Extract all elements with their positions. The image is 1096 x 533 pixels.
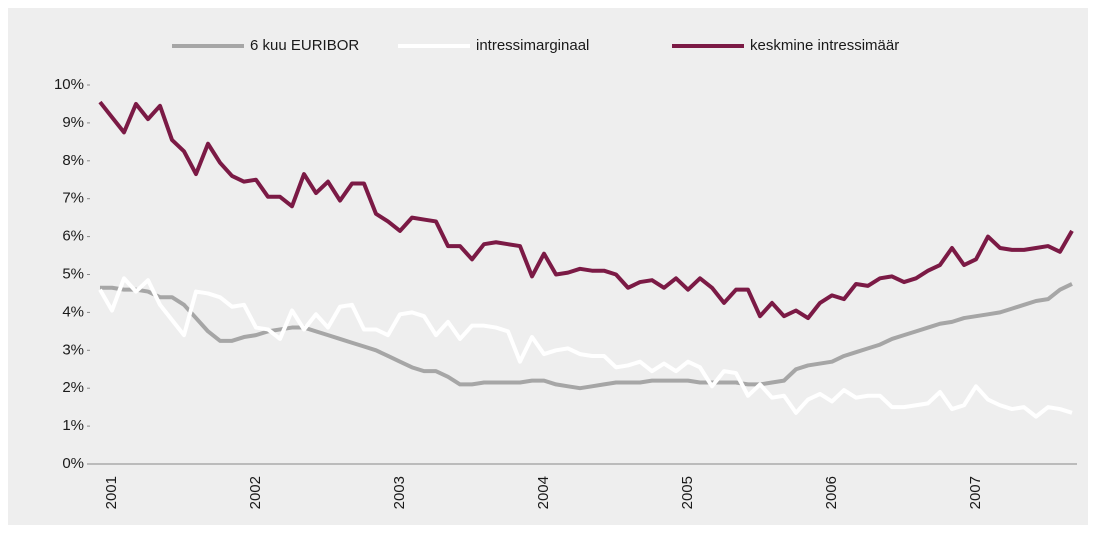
- y-tick-label: 2%: [62, 379, 84, 396]
- y-tick-label: 6%: [62, 228, 84, 245]
- x-tick-label: 2003: [391, 476, 408, 509]
- x-tick-label: 2004: [535, 476, 552, 509]
- y-tick-label: 7%: [62, 190, 84, 207]
- y-tick-label: 5%: [62, 265, 84, 282]
- chart-background: [8, 8, 1088, 525]
- y-tick-label: 9%: [62, 114, 84, 131]
- series-line: [98, 100, 1074, 321]
- y-tick-label: 8%: [62, 152, 84, 169]
- y-tick-label: 10%: [54, 76, 84, 93]
- x-tick-label: 2001: [103, 476, 120, 509]
- y-tick-label: 0%: [62, 455, 84, 472]
- x-tick-label: 2007: [967, 476, 984, 509]
- y-tick-label: 3%: [62, 341, 84, 358]
- y-tick-label: 4%: [62, 303, 84, 320]
- legend-label: intressimarginaal: [476, 37, 589, 54]
- legend-label: 6 kuu EURIBOR: [250, 37, 359, 54]
- y-tick-label: 1%: [62, 417, 84, 434]
- x-tick-label: 2006: [823, 476, 840, 509]
- series-line: [100, 282, 1073, 391]
- series-line: [98, 276, 1073, 419]
- x-tick-label: 2002: [247, 476, 264, 509]
- legend-label: keskmine intressimäär: [750, 37, 899, 54]
- x-tick-label: 2005: [679, 476, 696, 509]
